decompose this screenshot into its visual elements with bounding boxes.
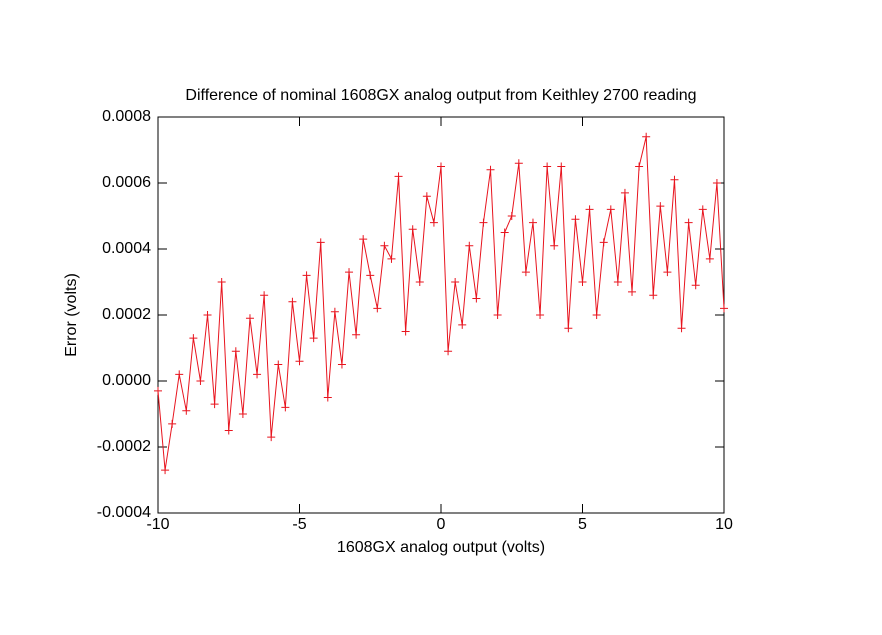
point-marker <box>543 162 552 171</box>
point-marker <box>635 162 644 171</box>
point-marker <box>387 254 396 263</box>
point-marker <box>656 202 665 211</box>
point-marker <box>465 241 474 250</box>
point-marker <box>677 324 686 333</box>
point-marker <box>642 132 651 141</box>
x-tick-label: 5 <box>578 516 587 533</box>
data-line <box>157 136 725 471</box>
point-marker <box>408 225 417 234</box>
y-axis-label: Error (volts) <box>63 273 80 357</box>
point-marker <box>564 324 573 333</box>
point-marker <box>479 218 488 227</box>
point-marker <box>359 235 368 244</box>
x-tick-label: -5 <box>292 516 306 533</box>
point-marker <box>253 370 262 379</box>
point-marker <box>380 241 389 250</box>
point-marker <box>585 205 594 214</box>
y-tick-label: -0.0004 <box>97 504 151 521</box>
point-marker <box>401 327 410 336</box>
point-marker <box>415 278 424 286</box>
point-marker <box>203 311 212 319</box>
point-marker <box>550 241 559 250</box>
point-marker <box>330 307 339 316</box>
x-axis-label: 1608GX analog output (volts) <box>337 539 545 556</box>
point-marker <box>295 357 304 366</box>
y-tick-label: 0.0004 <box>102 240 151 257</box>
point-marker <box>536 311 545 319</box>
point-marker <box>260 291 269 300</box>
point-marker <box>337 360 346 369</box>
point-marker <box>345 268 354 277</box>
point-marker <box>578 278 587 286</box>
point-marker <box>472 294 481 303</box>
y-tick-label: 0.0006 <box>102 174 151 191</box>
point-marker <box>507 212 516 220</box>
point-marker <box>168 419 177 428</box>
point-marker <box>691 281 700 290</box>
point-marker <box>613 278 622 286</box>
y-tick-label: -0.0002 <box>97 438 151 455</box>
y-tick-label: 0.0008 <box>102 108 151 125</box>
point-marker <box>628 287 637 296</box>
point-marker <box>698 205 707 214</box>
point-marker <box>458 320 467 329</box>
point-marker <box>451 278 460 286</box>
point-marker <box>521 268 530 277</box>
point-marker <box>670 175 679 184</box>
point-marker <box>274 360 283 369</box>
y-tick-label: 0.0002 <box>102 306 151 323</box>
point-marker <box>267 433 276 442</box>
point-marker <box>444 347 453 356</box>
point-marker <box>422 192 431 201</box>
point-marker <box>649 291 658 300</box>
point-marker <box>684 218 693 227</box>
point-marker <box>514 159 523 168</box>
point-marker <box>720 304 728 313</box>
point-marker <box>175 370 184 379</box>
point-marker <box>606 205 615 214</box>
point-marker <box>712 179 721 187</box>
point-marker <box>352 330 361 339</box>
x-tick-label: -10 <box>146 516 169 533</box>
point-marker <box>366 271 375 280</box>
point-marker <box>705 254 714 263</box>
point-marker <box>309 334 318 343</box>
point-marker <box>196 377 205 385</box>
point-marker <box>557 162 566 171</box>
point-marker <box>302 271 311 280</box>
point-marker <box>316 238 325 247</box>
point-marker <box>231 347 240 356</box>
point-marker <box>281 403 290 412</box>
point-marker <box>493 311 502 319</box>
x-tick-label: 0 <box>437 516 446 533</box>
x-tick-label: 10 <box>715 516 733 533</box>
point-marker <box>394 172 403 181</box>
point-marker <box>373 304 382 313</box>
point-marker <box>224 426 233 435</box>
point-marker <box>189 334 198 343</box>
point-marker <box>288 297 297 306</box>
point-marker <box>182 406 191 415</box>
point-marker <box>437 162 445 171</box>
point-marker <box>154 386 162 395</box>
point-marker <box>161 466 170 475</box>
point-marker <box>210 400 219 409</box>
y-tick-label: 0.0000 <box>102 372 151 389</box>
point-marker <box>528 218 537 227</box>
point-marker <box>599 238 608 247</box>
point-marker <box>500 228 509 237</box>
point-marker <box>620 188 629 197</box>
point-marker <box>217 278 226 286</box>
point-marker <box>486 165 495 174</box>
point-marker <box>323 393 332 402</box>
point-marker <box>245 314 254 323</box>
point-marker <box>571 215 580 224</box>
chart-title: Difference of nominal 1608GX analog outp… <box>185 87 696 104</box>
point-marker <box>429 218 438 227</box>
point-marker <box>592 311 601 319</box>
point-marker <box>663 268 672 277</box>
point-marker <box>238 410 247 418</box>
